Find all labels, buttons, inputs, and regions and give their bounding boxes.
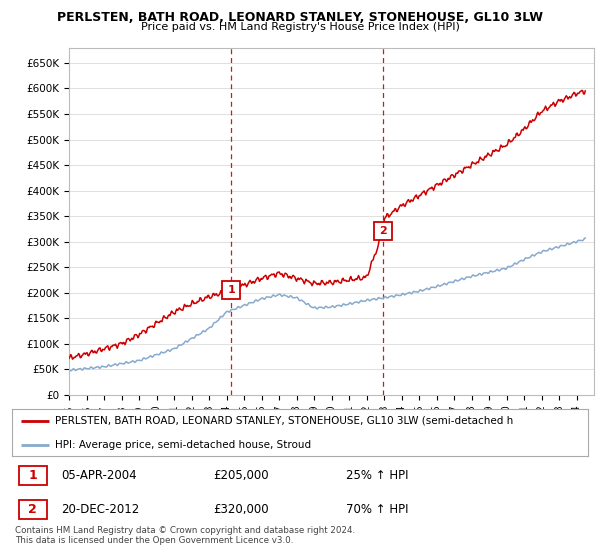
Text: Price paid vs. HM Land Registry's House Price Index (HPI): Price paid vs. HM Land Registry's House … bbox=[140, 22, 460, 32]
Text: 20-DEC-2012: 20-DEC-2012 bbox=[61, 503, 139, 516]
Text: £320,000: £320,000 bbox=[214, 503, 269, 516]
Text: £205,000: £205,000 bbox=[214, 469, 269, 482]
Text: 70% ↑ HPI: 70% ↑ HPI bbox=[346, 503, 409, 516]
Text: 25% ↑ HPI: 25% ↑ HPI bbox=[346, 469, 409, 482]
Text: 2: 2 bbox=[28, 503, 37, 516]
Text: 1: 1 bbox=[28, 469, 37, 482]
Text: 05-APR-2004: 05-APR-2004 bbox=[61, 469, 137, 482]
Text: PERLSTEN, BATH ROAD, LEONARD STANLEY, STONEHOUSE, GL10 3LW: PERLSTEN, BATH ROAD, LEONARD STANLEY, ST… bbox=[57, 11, 543, 24]
FancyBboxPatch shape bbox=[19, 500, 47, 519]
FancyBboxPatch shape bbox=[19, 466, 47, 485]
Text: This data is licensed under the Open Government Licence v3.0.: This data is licensed under the Open Gov… bbox=[15, 536, 293, 545]
Text: 2: 2 bbox=[380, 226, 388, 236]
Text: 1: 1 bbox=[227, 285, 235, 295]
Text: PERLSTEN, BATH ROAD, LEONARD STANLEY, STONEHOUSE, GL10 3LW (semi-detached h: PERLSTEN, BATH ROAD, LEONARD STANLEY, ST… bbox=[55, 416, 514, 426]
Text: HPI: Average price, semi-detached house, Stroud: HPI: Average price, semi-detached house,… bbox=[55, 440, 311, 450]
Text: Contains HM Land Registry data © Crown copyright and database right 2024.: Contains HM Land Registry data © Crown c… bbox=[15, 526, 355, 535]
